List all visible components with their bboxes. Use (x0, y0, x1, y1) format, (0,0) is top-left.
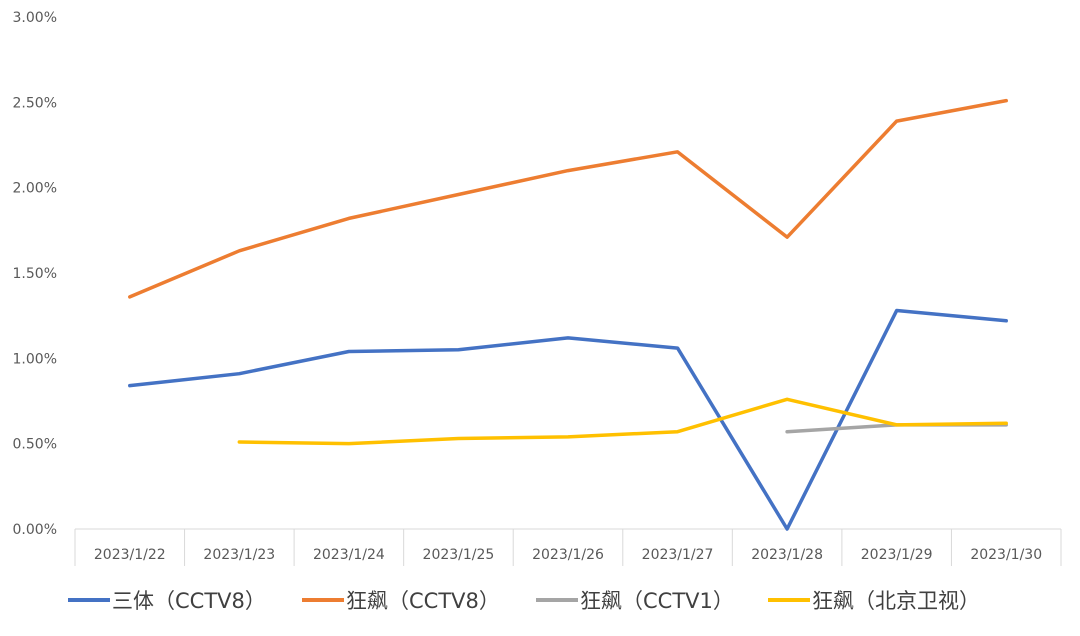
legend-label: 狂飙（CCTV8） (346, 589, 500, 613)
y-tick-label: 2.00% (13, 181, 57, 197)
x-tick-label: 2023/1/24 (313, 547, 385, 563)
y-tick-label: 0.50% (13, 437, 57, 453)
x-tick-label: 2023/1/30 (970, 547, 1042, 563)
x-tick-label: 2023/1/25 (423, 547, 495, 563)
x-tick-label: 2023/1/28 (751, 547, 823, 563)
series-line-4 (237, 397, 1008, 446)
legend: 三体（CCTV8） 狂飙（CCTV8） 狂飙（CCTV1） 狂飙（北京卫视） (68, 589, 980, 613)
legend-label: 三体（CCTV8） (112, 589, 266, 613)
legend-label: 狂飙（CCTV1） (580, 589, 734, 613)
y-tick-label: 2.50% (13, 95, 57, 111)
y-tick-labels: 0.00% 0.50% 1.00% 1.50% 2.00% 2.50% 3.00% (13, 10, 57, 538)
y-tick-label: 0.00% (13, 522, 57, 538)
legend-label: 狂飙（北京卫视） (812, 589, 980, 613)
x-tick-labels: 2023/1/22 2023/1/23 2023/1/24 2023/1/25 2023… (94, 547, 1042, 563)
y-tick-label: 1.50% (13, 266, 57, 282)
axis-layer (74, 528, 1062, 566)
x-tick-label: 2023/1/22 (94, 547, 166, 563)
x-tick-label: 2023/1/27 (642, 547, 714, 563)
series-line-2 (128, 98, 1008, 299)
series-lines (128, 98, 1008, 531)
series-line-1 (128, 308, 1008, 531)
x-tick-label: 2023/1/23 (203, 547, 275, 563)
y-tick-label: 1.00% (13, 351, 57, 367)
x-tick-label: 2023/1/29 (861, 547, 933, 563)
x-tick-label: 2023/1/26 (532, 547, 604, 563)
y-tick-label: 3.00% (13, 10, 57, 26)
